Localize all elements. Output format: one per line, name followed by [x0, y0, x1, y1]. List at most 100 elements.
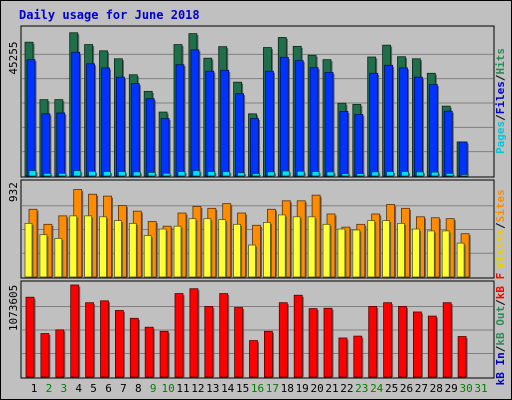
bar-kb-f — [189, 288, 199, 378]
bar-kb-f — [219, 293, 229, 378]
bar-visits — [397, 222, 405, 278]
bar-visits — [188, 218, 197, 278]
bar-kb-f — [457, 336, 467, 378]
bar-pages — [401, 171, 409, 177]
x-tick-label: 16 — [251, 382, 264, 395]
bar-files — [26, 59, 36, 177]
bar-files — [175, 64, 185, 177]
bar-kb-f — [427, 315, 437, 378]
y-axis-label-hits-files-pages: Pages/Files/Hits — [494, 48, 507, 154]
x-tick-label: 20 — [310, 382, 323, 395]
bar-files — [413, 76, 423, 177]
bar-visits — [143, 235, 152, 278]
bar-files — [101, 67, 110, 177]
bar-kb-f — [129, 317, 139, 378]
x-tick-label: 17 — [266, 382, 279, 395]
bar-files — [324, 72, 334, 177]
bar-files — [86, 63, 95, 177]
bar-pages — [147, 172, 156, 177]
bar-visits — [307, 216, 316, 278]
bar-visits — [24, 222, 33, 278]
x-tick-label: 13 — [206, 382, 219, 395]
bar-files — [160, 118, 170, 177]
bar-kb-f — [278, 302, 288, 378]
bar-pages — [460, 174, 469, 177]
bar-visits — [426, 230, 435, 278]
bar-kb-f — [100, 300, 109, 378]
bar-visits — [203, 218, 212, 278]
bar-visits — [218, 219, 227, 278]
bar-files — [399, 67, 408, 177]
bar-files — [205, 70, 215, 177]
bar-kb-f — [383, 302, 393, 378]
x-tick-label: 15 — [236, 382, 249, 395]
bar-kb-f — [85, 302, 94, 378]
bar-pages — [311, 171, 320, 177]
bars-sites-visits — [24, 189, 471, 278]
bar-kb-f — [293, 294, 303, 378]
bar-visits — [158, 228, 167, 278]
bar-pages — [162, 172, 171, 177]
y-axis-label-part: kB In — [494, 352, 507, 385]
bar-pages — [445, 172, 454, 177]
y-tick-label-sites: 932 — [7, 182, 20, 202]
bar-visits — [69, 215, 78, 278]
bar-kb-f — [412, 311, 422, 378]
bar-kb-f — [25, 296, 35, 378]
bar-visits — [99, 216, 107, 278]
bar-visits — [382, 220, 391, 278]
bar-files — [56, 112, 66, 177]
bar-files — [458, 141, 468, 177]
bar-visits — [367, 220, 376, 278]
x-tick-label: 28 — [430, 382, 443, 395]
x-tick-label: 30 — [459, 382, 472, 395]
y-axis-label-part: Visits — [494, 229, 507, 269]
x-tick-label: 31 — [474, 382, 487, 395]
bar-kb-f — [40, 333, 50, 378]
bar-kb-f — [368, 306, 378, 378]
bar-pages — [177, 171, 186, 177]
bar-pages — [430, 171, 439, 177]
bar-files — [250, 118, 259, 177]
bar-visits — [352, 229, 361, 278]
x-tick-label: 14 — [221, 382, 235, 395]
bar-pages — [252, 173, 260, 177]
x-tick-label: 4 — [75, 382, 82, 395]
bar-files — [145, 98, 155, 177]
y-axis-label-part: Files — [494, 81, 507, 114]
x-tick-label: 8 — [135, 382, 142, 395]
bar-kb-f — [263, 330, 273, 378]
bar-pages — [371, 171, 380, 177]
bar-visits — [292, 216, 301, 278]
bar-pages — [386, 171, 395, 177]
bar-visits — [337, 228, 346, 278]
y-axis-label-part: kB Out — [494, 306, 507, 346]
bar-kb-f — [234, 307, 244, 378]
bar-pages — [73, 170, 82, 177]
y-tick-label-kb: 1073605 — [7, 285, 20, 331]
bar-pages — [132, 171, 141, 177]
bar-pages — [237, 172, 246, 177]
bar-kb-f — [204, 306, 214, 378]
y-axis-label-part: Sites — [494, 189, 507, 222]
bar-pages — [207, 171, 216, 177]
bar-files — [339, 111, 349, 177]
bar-pages — [296, 170, 305, 177]
bar-files — [369, 72, 379, 177]
x-axis-day-labels: 1 2 3 4 5 6 7 8 9 10 11 12 13 14 15 16 17 18 19 20 21 22 23 24 2… — [31, 382, 488, 395]
bar-visits — [39, 234, 48, 278]
bar-files — [354, 114, 364, 177]
x-tick-label: 22 — [340, 382, 353, 395]
bar-kb-f — [70, 284, 80, 378]
bar-files — [130, 83, 140, 177]
bar-pages — [118, 171, 126, 177]
x-tick-label: 5 — [90, 382, 97, 395]
bar-visits — [411, 228, 420, 278]
y-axis-label-part: Hits — [494, 48, 507, 75]
bar-kb-f — [115, 310, 124, 378]
bar-visits — [54, 238, 63, 278]
y-axis-label-kb: kB In/kB Out/kB F — [494, 273, 507, 386]
bar-pages — [356, 173, 365, 177]
bar-pages — [43, 172, 52, 177]
